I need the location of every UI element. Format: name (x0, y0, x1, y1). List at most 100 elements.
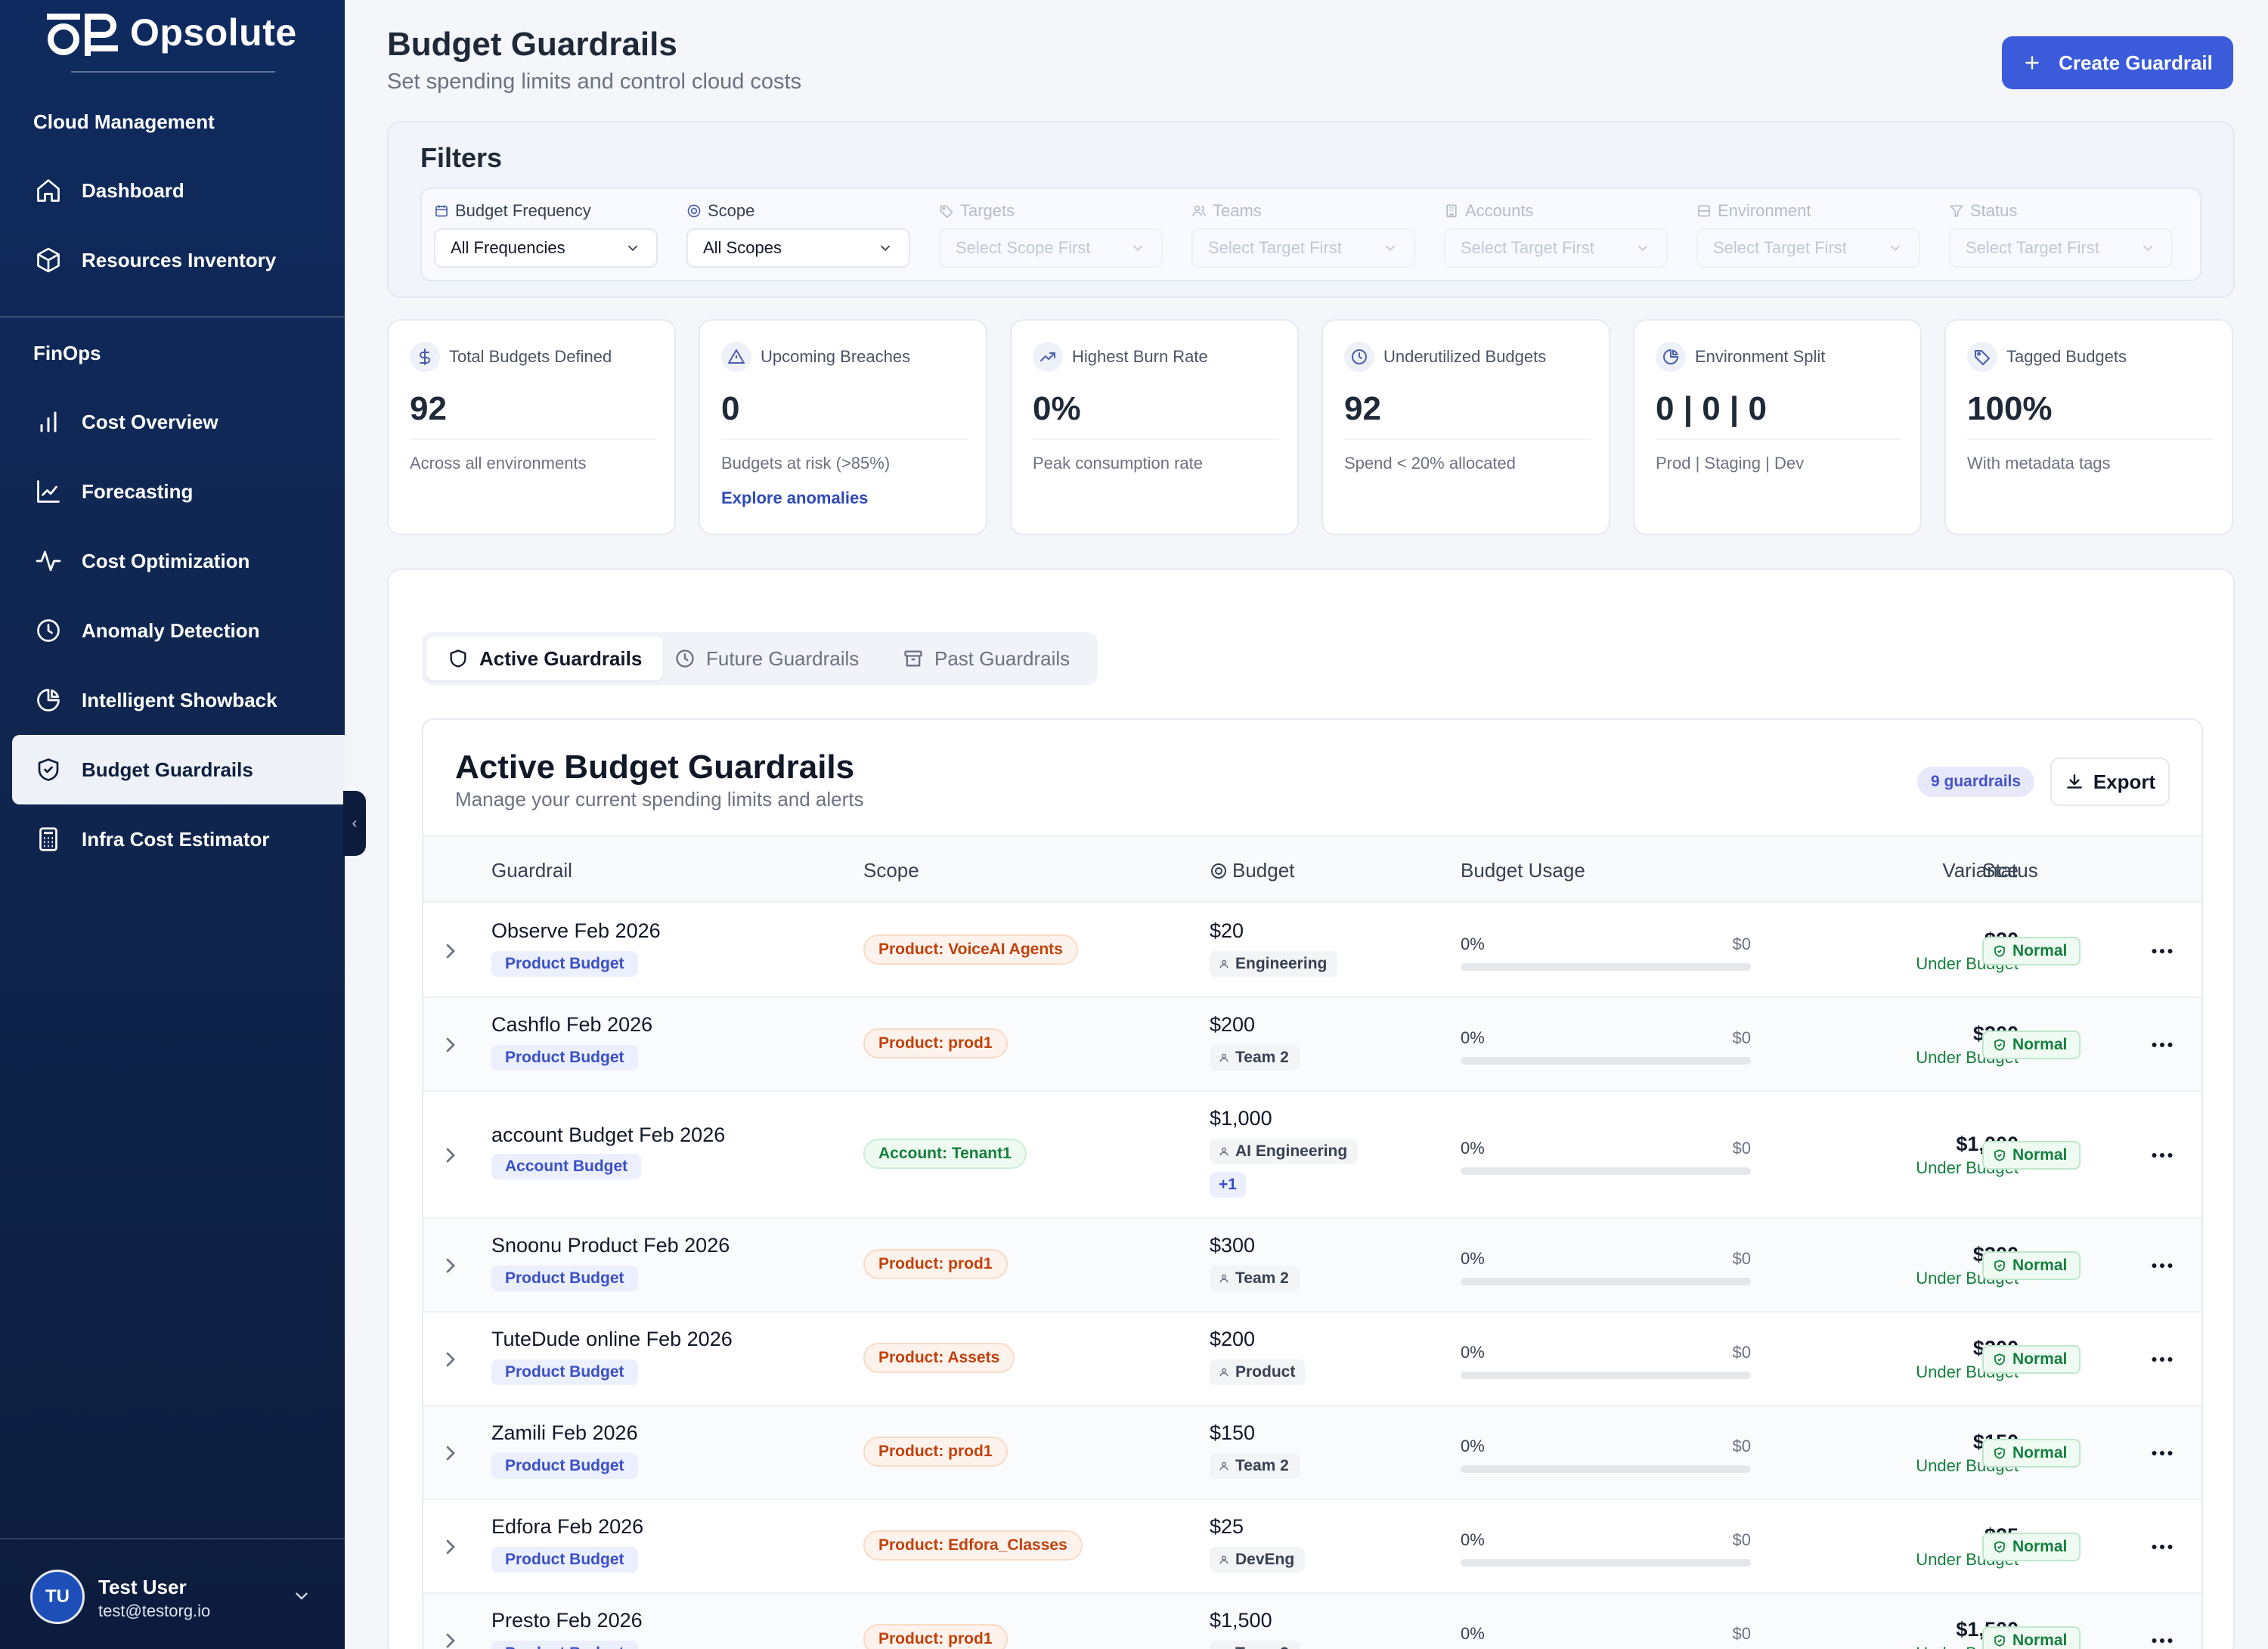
stat-value: 0 (721, 390, 968, 440)
budget-frequency-select[interactable]: All Frequencies (434, 228, 658, 268)
teams-select[interactable]: Select Target First (1191, 228, 1415, 268)
sidebar-item-cost-optimization[interactable]: Cost Optimization (12, 526, 345, 596)
column-header-budget[interactable]: Budget (1210, 859, 1294, 882)
table-subtitle: Manage your current spending limits and … (455, 788, 864, 811)
guardrail-name[interactable]: Cashflo Feb 2026 (491, 1013, 653, 1036)
chevron-right-icon[interactable] (438, 939, 463, 963)
sidebar-item-label: Resources Inventory (82, 248, 277, 271)
sidebar-item-budget-guardrails[interactable]: Budget Guardrails (12, 735, 345, 804)
guardrail-name[interactable]: account Budget Feb 2026 (491, 1124, 726, 1146)
sidebar-item-label: Cost Optimization (82, 549, 250, 572)
sidebar-item-cost-overview[interactable]: Cost Overview (12, 387, 345, 457)
stat-label: Highest Burn Rate (1072, 347, 1208, 366)
guardrail-name[interactable]: Presto Feb 2026 (491, 1609, 643, 1632)
chevron-right-icon[interactable] (438, 1033, 463, 1057)
more-options-icon[interactable] (2149, 1346, 2176, 1373)
more-options-icon[interactable] (2149, 1142, 2176, 1169)
tab-past-guardrails[interactable]: Past Guardrails (881, 637, 1091, 680)
more-options-icon[interactable] (2149, 1031, 2176, 1059)
status-badge: Normal (1982, 1251, 2081, 1280)
scope-badge: Product: prod1 (863, 1028, 1008, 1059)
budget-amount: $300 (1210, 1234, 1256, 1257)
calculator-icon (39, 827, 57, 851)
guardrails-panel: Active Guardrails Future Guardrails Past… (387, 569, 2235, 1649)
guardrail-name[interactable]: Zamili Feb 2026 (491, 1421, 638, 1444)
sidebar-item-forecasting[interactable]: Forecasting (12, 457, 345, 526)
create-guardrail-button[interactable]: Create Guardrail (2002, 36, 2233, 89)
usage-percent: 0% (1461, 1139, 1485, 1158)
guardrail-name[interactable]: Snoonu Product Feb 2026 (491, 1234, 730, 1257)
table-row[interactable]: Cashflo Feb 2026 Product Budget Product:… (423, 998, 2201, 1092)
table-row[interactable]: TuteDude online Feb 2026 Product Budget … (423, 1313, 2201, 1406)
column-header-budget-usage[interactable]: Budget Usage (1461, 859, 1585, 882)
team-pill: Team 2 (1210, 1453, 1300, 1479)
calendar-icon (435, 205, 448, 217)
scope-select[interactable]: All Scopes (686, 228, 910, 268)
export-button[interactable]: Export (2050, 758, 2170, 806)
clock-icon (37, 619, 60, 642)
more-options-icon[interactable] (2149, 1533, 2176, 1561)
column-header-guardrail[interactable]: Guardrail (491, 859, 572, 882)
sidebar-item-dashboard[interactable]: Dashboard (12, 156, 345, 225)
stat-value: 0% (1033, 390, 1279, 440)
sidebar-item-label: Budget Guardrails (82, 758, 253, 781)
filter-targets: Targets Select Scope First (939, 200, 1178, 268)
dollar-icon (420, 349, 430, 365)
user-icon (1219, 1461, 1228, 1471)
table-row[interactable]: Edfora Feb 2026 Product Budget Product: … (423, 1500, 2201, 1594)
table-row[interactable]: Presto Feb 2026 Product Budget Product: … (423, 1594, 2201, 1649)
chevron-right-icon[interactable] (438, 1347, 463, 1372)
sidebar-collapse-button[interactable]: ‹ (343, 791, 366, 856)
guardrail-name[interactable]: TuteDude online Feb 2026 (491, 1328, 733, 1350)
environment-select[interactable]: Select Target First (1696, 228, 1920, 268)
table-row[interactable]: Zamili Feb 2026 Product Budget Product: … (423, 1406, 2201, 1500)
status-badge: Normal (1982, 1345, 2081, 1374)
chevron-right-icon[interactable] (438, 1143, 463, 1167)
column-header-status[interactable]: Status (1982, 859, 2038, 882)
brand-logo[interactable]: Opsolute (45, 8, 297, 57)
explore-anomalies-link[interactable]: Explore anomalies (721, 488, 869, 507)
column-header-variance[interactable]: Variance (1942, 859, 2019, 882)
tab-active-guardrails[interactable]: Active Guardrails (426, 637, 664, 680)
guardrail-name[interactable]: Observe Feb 2026 (491, 919, 661, 942)
guardrail-name[interactable]: Edfora Feb 2026 (491, 1515, 644, 1538)
usage-progress-bar (1461, 1465, 1751, 1473)
sidebar-item-infra-cost-estimator[interactable]: Infra Cost Estimator (12, 804, 345, 874)
more-options-icon[interactable] (2149, 1252, 2176, 1279)
status-select[interactable]: Select Target First (1949, 228, 2173, 268)
shield-check-icon (1994, 1149, 2005, 1161)
targets-select[interactable]: Select Scope First (939, 228, 1163, 268)
column-header-scope[interactable]: Scope (863, 859, 919, 882)
sidebar-item-intelligent-showback[interactable]: Intelligent Showback (12, 665, 345, 735)
chevron-right-icon[interactable] (438, 1254, 463, 1278)
filter-teams: Teams Select Target First (1191, 200, 1430, 268)
status-badge: Normal (1982, 1533, 2081, 1561)
table-row[interactable]: Observe Feb 2026 Product Budget Product:… (423, 904, 2201, 998)
budget-type-badge: Product Budget (491, 951, 638, 977)
sidebar-item-label: Infra Cost Estimator (82, 827, 270, 851)
more-teams-pill[interactable]: +1 (1210, 1172, 1246, 1198)
stat-value: 92 (410, 390, 656, 440)
sidebar-item-resources-inventory[interactable]: Resources Inventory (12, 225, 345, 295)
section-title-cloud-management: Cloud Management (33, 110, 215, 133)
plus-icon (2025, 56, 2039, 70)
chevron-right-icon[interactable] (438, 1535, 463, 1559)
chevron-down-icon[interactable] (292, 1586, 311, 1606)
table-row[interactable]: account Budget Feb 2026 Account Budget A… (423, 1092, 2201, 1219)
chevron-right-icon[interactable] (438, 1441, 463, 1465)
user-icon (1219, 1555, 1228, 1564)
chevron-right-icon[interactable] (438, 1629, 463, 1649)
accounts-select[interactable]: Select Target First (1444, 228, 1668, 268)
usage-amount: $0 (1732, 1139, 1751, 1158)
chevron-down-icon (2143, 245, 2153, 252)
more-options-icon[interactable] (2149, 938, 2176, 965)
budget-type-badge: Product Budget (491, 1547, 638, 1573)
table-row[interactable]: Snoonu Product Feb 2026 Product Budget P… (423, 1219, 2201, 1313)
sidebar-item-anomaly-detection[interactable]: Anomaly Detection (12, 596, 345, 665)
more-options-icon[interactable] (2149, 1440, 2176, 1467)
more-options-icon[interactable] (2149, 1627, 2176, 1649)
shield-check-icon (38, 758, 59, 781)
tab-future-guardrails[interactable]: Future Guardrails (653, 637, 880, 680)
user-menu[interactable]: TU Test User test@testorg.io (0, 1538, 345, 1649)
page-subtitle: Set spending limits and control cloud co… (387, 70, 802, 94)
